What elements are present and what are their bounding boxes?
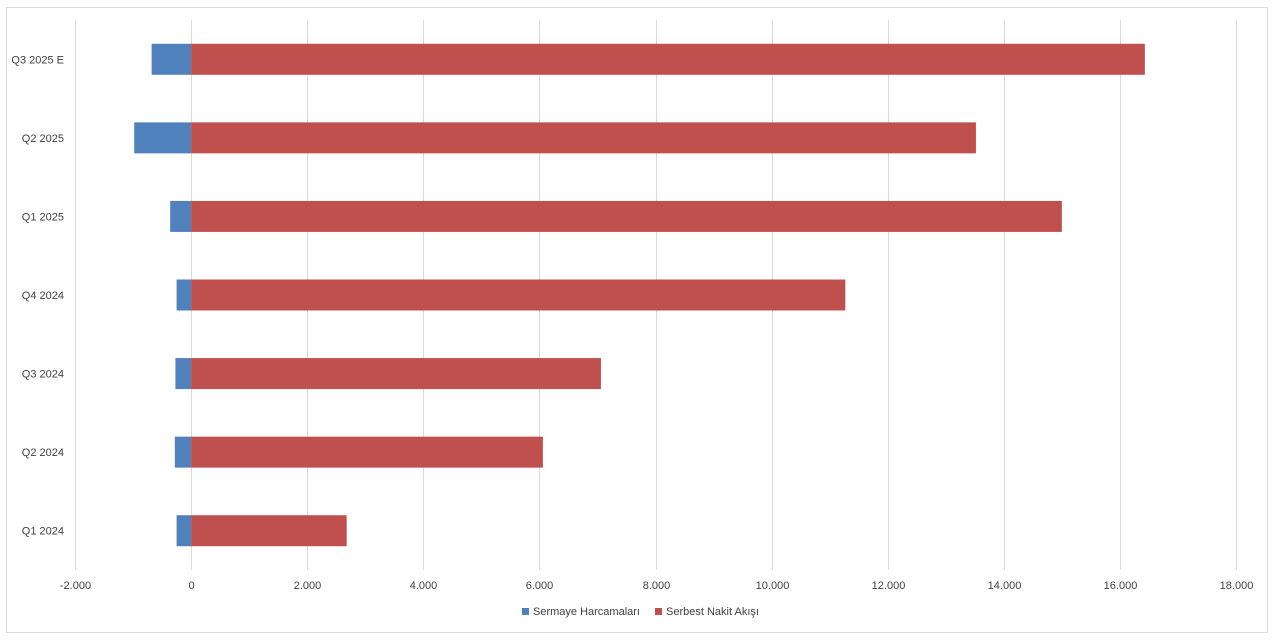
x-tick-label: 2.000 <box>294 580 322 592</box>
bar-capex <box>170 200 192 232</box>
legend-swatch <box>655 608 662 615</box>
x-tick-label: 4.000 <box>410 580 438 592</box>
bars <box>134 43 1145 547</box>
x-tick-label: 14.000 <box>988 580 1022 592</box>
x-tick-label: 18.000 <box>1220 580 1254 592</box>
legend-label: Sermaye Harcamaları <box>533 606 640 618</box>
x-tick-label: 12.000 <box>872 580 906 592</box>
x-tick-label: 6.000 <box>526 580 554 592</box>
y-tick-label: Q1 2024 <box>22 526 64 538</box>
bar-capex <box>175 358 192 390</box>
bar-fcf <box>191 43 1145 75</box>
y-tick-label: Q2 2025 <box>22 133 64 145</box>
legend-label: Serbest Nakit Akışı <box>666 606 759 618</box>
x-tick-label: 16.000 <box>1104 580 1138 592</box>
bar-capex <box>174 436 192 468</box>
legend-swatch <box>522 608 529 615</box>
x-tick-label: -2.000 <box>60 580 91 592</box>
x-tick-label: 8.000 <box>643 580 671 592</box>
y-tick-label: Q4 2024 <box>22 290 64 302</box>
gridlines <box>75 20 1237 570</box>
bar-fcf <box>191 436 543 468</box>
y-tick-label: Q1 2025 <box>22 211 64 223</box>
legend: Sermaye Harcamaları Serbest Nakit Akışı <box>522 606 759 618</box>
bar-capex <box>176 279 192 311</box>
bar-capex <box>151 43 192 75</box>
x-tick-label: 10.000 <box>756 580 790 592</box>
bar-fcf <box>191 279 846 311</box>
x-tick-label: 0 <box>188 580 194 592</box>
bar-fcf <box>191 358 601 390</box>
y-tick-label: Q2 2024 <box>22 447 64 459</box>
bar-fcf <box>191 122 976 154</box>
axes: -2.000 0 2.000 4.000 6.000 8.000 10.000 12.000 1… <box>11 54 1253 592</box>
bar-capex <box>134 122 192 154</box>
bar-fcf <box>191 515 347 547</box>
bar-capex <box>176 515 192 547</box>
y-tick-label: Q3 2025 E <box>11 54 64 66</box>
y-tick-label: Q3 2024 <box>22 369 64 381</box>
bar-fcf <box>191 200 1062 232</box>
